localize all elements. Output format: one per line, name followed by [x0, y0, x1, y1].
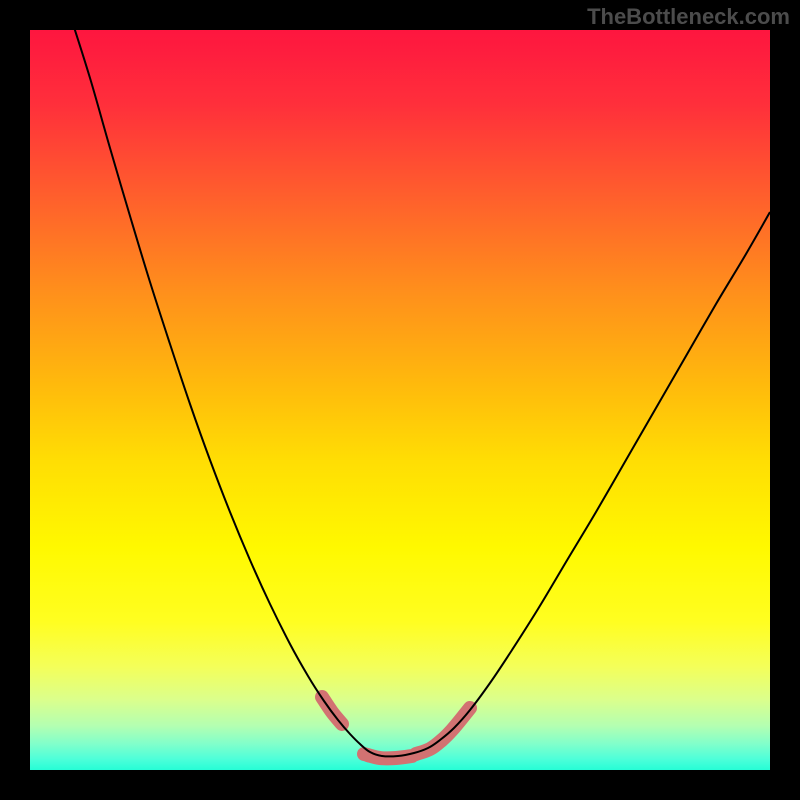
chart-container: { "watermark": "TheBottleneck.com", "cha… [0, 0, 800, 800]
watermark-text: TheBottleneck.com [587, 4, 790, 30]
plot-background [30, 30, 770, 770]
bottleneck-curve-chart [0, 0, 800, 800]
